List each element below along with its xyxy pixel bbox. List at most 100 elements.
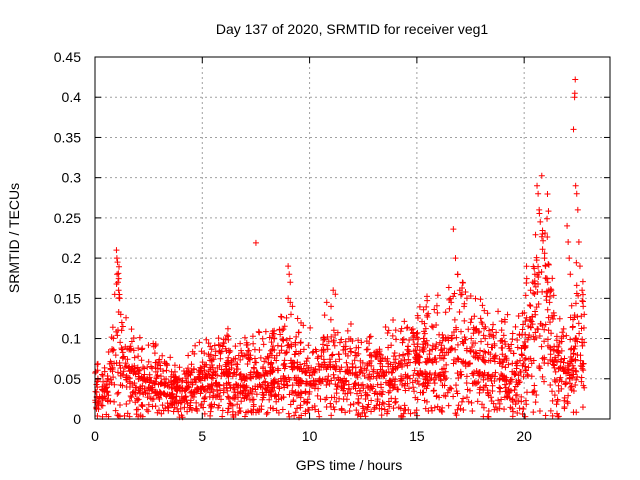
data-point [512,323,519,330]
data-point [400,336,407,343]
data-point [538,268,545,275]
data-point [520,342,527,349]
data-point [518,351,525,358]
data-point [198,348,205,355]
data-point [435,371,442,378]
data-point [523,367,530,374]
data-point [558,378,565,385]
data-point [267,388,274,395]
data-point [509,330,516,337]
data-point [207,357,214,364]
data-point [519,352,526,359]
data-point [557,358,564,365]
data-point [132,371,139,378]
data-point [207,402,214,409]
data-point [519,310,526,317]
data-point [560,368,567,375]
data-point [327,400,334,407]
data-point [429,359,436,366]
data-point [403,325,410,332]
data-point [573,409,580,416]
data-point [363,367,370,374]
data-point [271,376,278,383]
data-point [574,206,581,213]
data-point [567,336,574,343]
data-point [564,400,571,407]
data-point [205,371,212,378]
data-point [405,406,412,413]
data-point [550,292,557,299]
data-point [523,275,530,282]
data-point [551,362,558,369]
data-point [331,394,338,401]
data-point [522,366,529,373]
data-points [92,76,588,421]
data-point [489,387,496,394]
data-point [532,311,539,318]
data-point [450,329,457,336]
data-point [516,331,523,338]
data-point [458,291,465,298]
data-point [154,391,161,398]
data-point [189,348,196,355]
data-point [423,293,430,300]
data-point [478,319,485,326]
data-point [431,306,438,313]
data-point [283,314,290,321]
data-point [392,376,399,383]
data-point [568,357,575,364]
data-point [183,370,190,377]
data-point [288,311,295,318]
data-point [333,398,340,405]
data-point [224,387,231,394]
data-point [264,353,271,360]
data-point [336,339,343,346]
data-point [460,406,467,413]
y-tick-label: 0.25 [54,210,81,226]
data-point [321,312,328,319]
data-point [159,352,166,359]
data-point [183,397,190,404]
data-point [278,395,285,402]
data-point [295,389,302,396]
data-point [573,376,580,383]
data-point [237,356,244,363]
data-point [94,360,101,367]
data-point [126,363,133,370]
y-tick-label: 0.1 [62,331,82,347]
data-point [482,323,489,330]
data-point [525,323,532,330]
data-point [196,339,203,346]
data-point [114,259,121,266]
data-point [515,397,522,404]
data-point [103,388,110,395]
data-point [535,301,542,308]
data-point [413,407,420,414]
data-point [219,407,226,414]
data-point [400,375,407,382]
data-point [564,366,571,373]
data-point [456,287,463,294]
data-point [189,392,196,399]
data-point [266,334,273,341]
data-point [143,406,150,413]
data-point [489,344,496,351]
data-point [289,303,296,310]
data-point [392,365,399,372]
data-point [468,315,475,322]
data-point [214,390,221,397]
data-point [499,351,506,358]
data-point [209,362,216,369]
data-point [580,303,587,310]
data-point [277,375,284,382]
data-point [564,360,571,367]
data-point [264,382,271,389]
data-point [262,378,269,385]
data-point [328,303,335,310]
data-point [458,398,465,405]
data-point [105,348,112,355]
data-point [343,396,350,403]
data-point [138,357,145,364]
data-point [537,218,544,225]
data-point [244,341,251,348]
